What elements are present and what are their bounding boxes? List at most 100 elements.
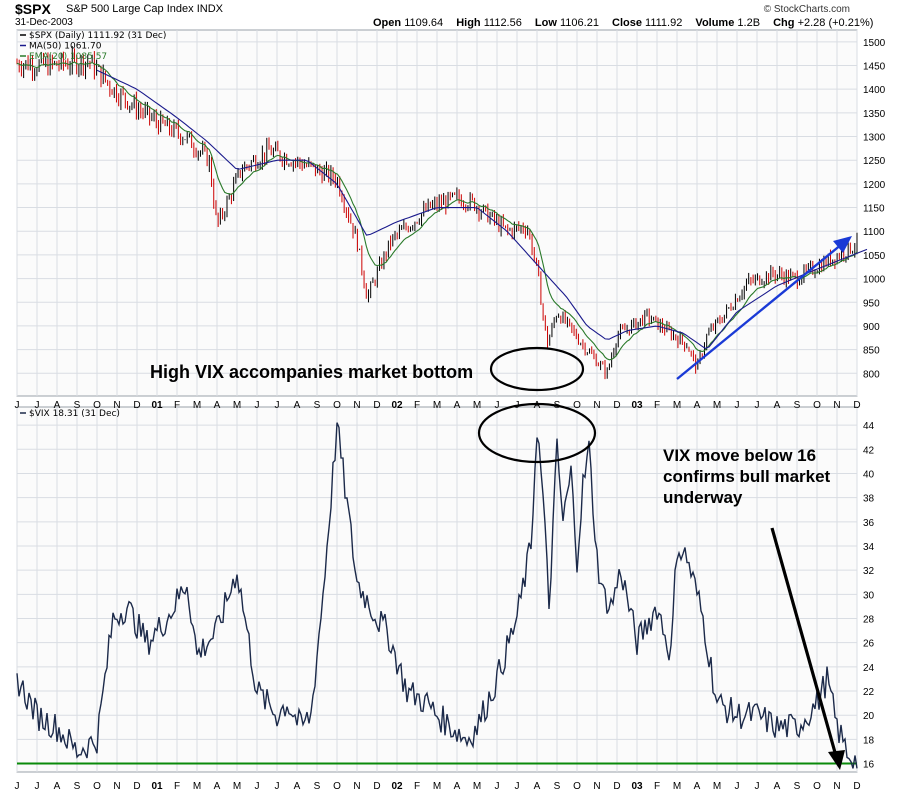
month-tick-label: J [15,400,20,411]
chart-header: $SPX S&P 500 Large Cap Index INDX 31-Dec… [0,0,900,30]
vix-line [16,422,858,769]
vix-tick-label: 28 [863,615,875,626]
high-label: High [456,17,481,29]
month-tick-label: J [735,781,740,792]
month-tick-label: M [473,400,481,411]
price-tick-label: 1450 [863,62,886,73]
month-tick-label: O [813,781,821,792]
chg-value: +2.28 (+0.21%) [797,17,874,29]
month-tick-label: A [214,781,221,792]
month-tick-label: M [713,781,721,792]
month-tick-label: D [853,781,860,792]
month-tick-label: O [93,400,101,411]
month-tick-label: D [373,400,380,411]
vix-tick-label: 20 [863,711,875,722]
ema20-line [16,61,858,361]
month-tick-label: J [495,400,500,411]
uptrend-arrow-line [676,243,843,380]
price-legend-entry: MA(50) 1061.70 [29,42,102,52]
annotation-vix-line-1: VIX move below 16 [663,446,817,465]
vix-tick-label: 32 [863,566,875,577]
month-tick-label: M [233,400,241,411]
annotation-vix-confirm: VIX move below 16 confirms bull market u… [663,445,863,508]
price-tick-label: 1200 [863,180,886,191]
ma50-line [96,69,868,350]
month-tick-label: O [813,400,821,411]
vix-tick-label: 30 [863,590,875,601]
vix-legend-entry: $VIX 18.31 (31 Dec) [29,409,120,419]
price-tick-label: 1300 [863,133,886,144]
month-tick-label: D [613,400,620,411]
month-tick-label: M [473,781,481,792]
month-tick-label: N [353,400,360,411]
month-tick-label: S [794,400,801,411]
price-tick-label: 1400 [863,85,886,96]
close-label: Close [612,17,642,29]
month-tick-label: F [414,781,420,792]
vix-arrow-head [828,750,845,770]
price-tick-label: 1100 [863,227,885,238]
month-tick-label: J [755,781,760,792]
month-tick-label: S [314,400,321,411]
month-tick-label: N [833,400,840,411]
month-tick-label: A [694,781,701,792]
price-tick-label: 1050 [863,251,886,262]
month-tick-label: O [333,400,341,411]
month-tick-label: 03 [631,781,643,792]
month-tick-label: A [454,781,461,792]
month-tick-label: F [654,400,660,411]
month-tick-label: A [774,400,781,411]
month-tick-label: J [735,400,740,411]
ellipse-market-bottom [489,346,585,392]
month-tick-label: A [294,400,301,411]
month-tick-label: J [255,781,260,792]
price-tick-label: 900 [863,322,880,333]
month-tick-label: A [534,400,541,411]
month-tick-label: F [174,400,180,411]
month-tick-label: J [515,781,520,792]
month-tick-label: M [713,400,721,411]
month-tick-label: D [373,781,380,792]
vix-tick-label: 34 [863,542,875,553]
month-tick-label: 01 [151,781,163,792]
symbol-label: $SPX [15,1,51,17]
month-tick-label: N [833,781,840,792]
uptrend-arrow-head [833,236,852,253]
month-tick-label: S [74,400,81,411]
month-tick-label: A [694,400,701,411]
price-legend-entry: $SPX (Daily) 1111.92 (31 Dec) [29,31,166,41]
exchange-text: INDX [196,3,223,15]
vix-tick-label: 40 [863,469,875,480]
price-tick-label: 1500 [863,38,886,49]
vix-tick-label: 26 [863,639,875,650]
price-tick-label: 1000 [863,275,886,286]
quote-line: Open 1109.64 High 1112.56 Low 1106.21 Cl… [373,17,883,29]
month-tick-label: N [593,400,600,411]
volume-value: 1.2B [737,17,761,29]
month-tick-label: J [275,781,280,792]
month-tick-label: A [774,781,781,792]
month-tick-label: N [593,781,600,792]
low-label: Low [534,17,557,29]
open-value: 1109.64 [404,17,444,29]
month-tick-label: D [853,400,860,411]
volume-label: Volume [695,17,735,29]
header-date: 31-Dec-2003 [15,17,73,28]
month-tick-label: J [495,781,500,792]
month-tick-label: O [333,781,341,792]
vix-tick-label: 16 [863,760,875,771]
annotation-vix-line-2: confirms bull market [663,467,831,486]
vix-tick-label: 22 [863,687,875,698]
brand-text: © StockCharts.com [763,4,850,15]
month-tick-label: M [233,781,241,792]
price-legend-entry: EMA(20) 1085.57 [29,52,107,62]
month-tick-label: M [673,400,681,411]
price-tick-label: 850 [863,346,880,357]
month-tick-label: M [193,400,201,411]
month-tick-label: M [673,781,681,792]
month-tick-label: M [193,781,201,792]
month-tick-label: A [54,400,61,411]
month-tick-label: A [294,781,301,792]
month-tick-label: J [755,400,760,411]
